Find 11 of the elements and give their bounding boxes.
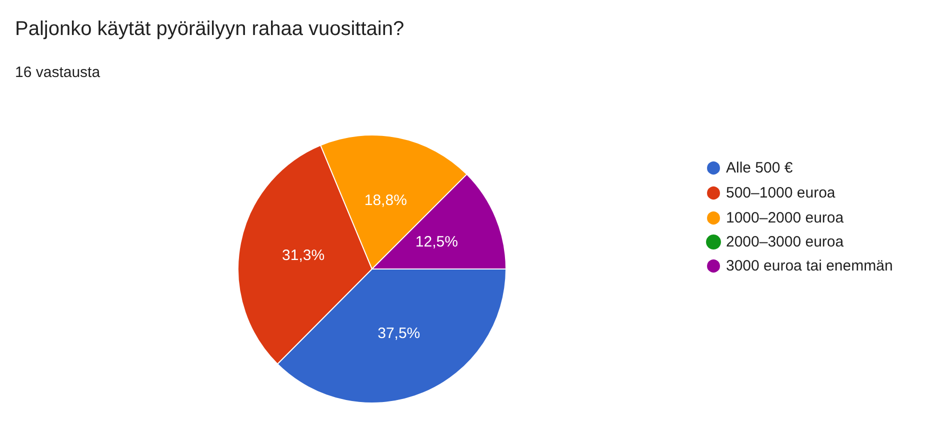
legend-label: 1000–2000 euroa [726, 210, 844, 226]
legend-label: 500–1000 euroa [726, 184, 836, 202]
chart-title: Paljonko käytät pyöräilyyn rahaa vuosittain? [15, 18, 404, 40]
data-label: 37,5% [378, 325, 420, 342]
legend-label: 2000–3000 euroa [726, 234, 844, 250]
data-label: 31,3% [282, 246, 325, 264]
data-label: 18,8% [364, 192, 407, 209]
legend-label: 3000 euroa tai enemmän [726, 258, 893, 274]
legend-label: Alle 500 € [726, 160, 794, 176]
text: 16 vastausta [15, 64, 101, 81]
data-label: 12,5% [415, 234, 458, 251]
